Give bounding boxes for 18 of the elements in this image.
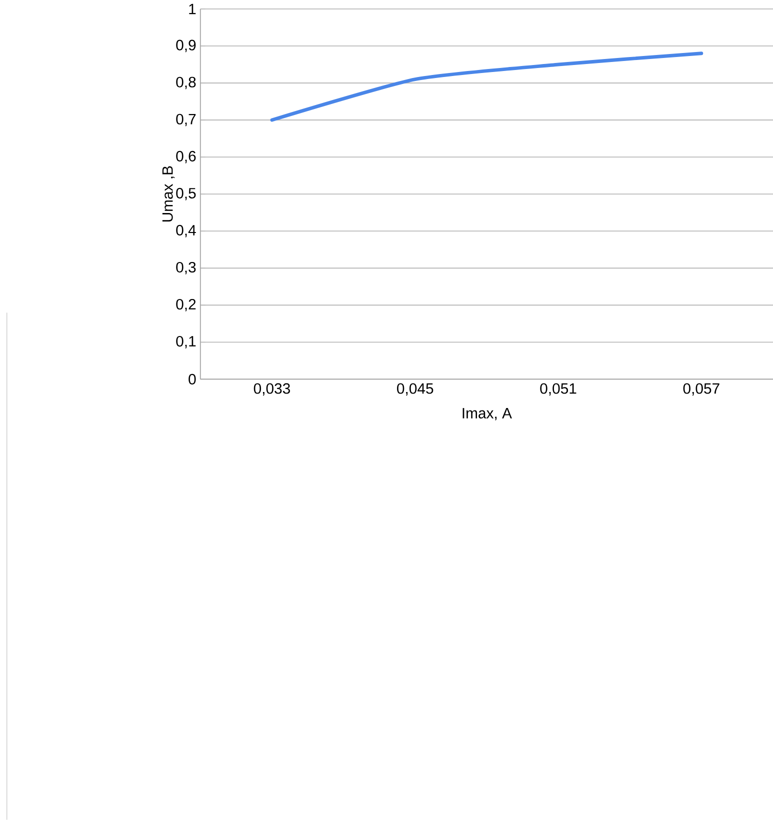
y-tick-label: 1 (188, 4, 196, 14)
y-tick-label: 0 (188, 374, 196, 384)
y-tick-label: 0,9 (176, 40, 196, 52)
y-tick-label: 0,5 (176, 188, 196, 200)
y-tick-label: 0,6 (176, 150, 196, 164)
line-series (270, 52, 703, 122)
x-tick-label: 0,051 (540, 383, 576, 396)
y-tick-label: 0,1 (176, 336, 196, 348)
x-axis-title: Imax, A (462, 408, 512, 420)
y-tick-label: 0,8 (176, 76, 196, 90)
y-tick-label: 0,3 (176, 262, 196, 274)
y-axis-title: Umax ,B (162, 166, 174, 222)
y-tick-label: 0,7 (176, 114, 196, 126)
x-tick-label: 0,045 (396, 383, 433, 396)
x-tick-label: 0,057 (683, 383, 720, 396)
y-tick-label: 0,2 (176, 298, 196, 312)
x-tick-label: 0,033 (254, 383, 290, 396)
y-tick-label: 0,4 (176, 224, 196, 238)
